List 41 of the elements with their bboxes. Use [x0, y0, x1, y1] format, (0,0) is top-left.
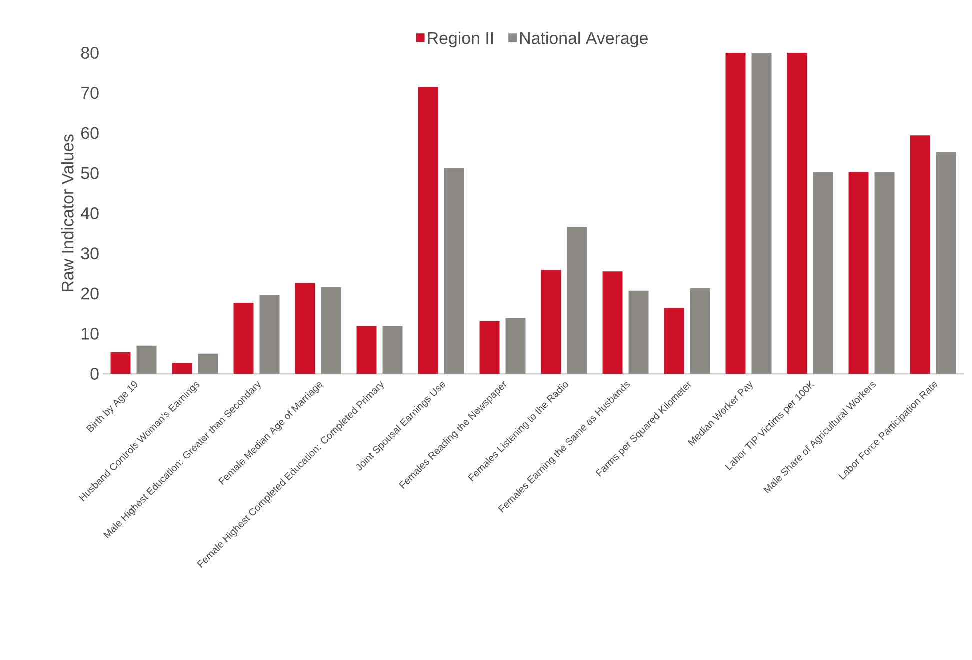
bar [110, 352, 131, 374]
y-tick-label: 80 [81, 46, 99, 59]
bar [418, 87, 438, 374]
bar [506, 318, 526, 374]
bar [752, 52, 772, 374]
bar [726, 52, 746, 374]
legend-label: Region II [428, 32, 494, 48]
bar [382, 326, 403, 374]
bar [936, 152, 956, 374]
bar [356, 326, 377, 374]
bar [260, 294, 280, 374]
x-tick-label: Birth by Age 19 [86, 381, 138, 433]
bar [690, 288, 710, 374]
bar [910, 136, 930, 374]
y-tick-label: 30 [81, 248, 99, 260]
bar [172, 363, 192, 374]
y-tick-label: 20 [82, 288, 99, 300]
y-tick-label: 70 [82, 87, 99, 100]
y-tick-label: 0 [90, 368, 99, 380]
bar [628, 290, 649, 374]
y-tick-label: 60 [82, 127, 99, 140]
bar [787, 52, 808, 374]
bar [567, 227, 588, 374]
bar [136, 346, 157, 374]
y-tick-label: 10 [82, 328, 99, 340]
bar [480, 321, 500, 374]
bar [813, 172, 834, 374]
y-tick-label: 50 [81, 167, 99, 180]
bar [541, 270, 562, 374]
bar [234, 302, 254, 374]
legend-label: National Average [520, 32, 648, 48]
bar [295, 283, 316, 374]
y-tick-label: 40 [81, 207, 99, 220]
y-axis-title: Raw Indicator Values [61, 134, 74, 292]
bar [874, 172, 895, 374]
bar [198, 354, 218, 374]
bar [848, 172, 869, 374]
bar [444, 168, 464, 374]
bar [602, 272, 623, 374]
bar [321, 287, 342, 374]
bar [664, 308, 684, 374]
